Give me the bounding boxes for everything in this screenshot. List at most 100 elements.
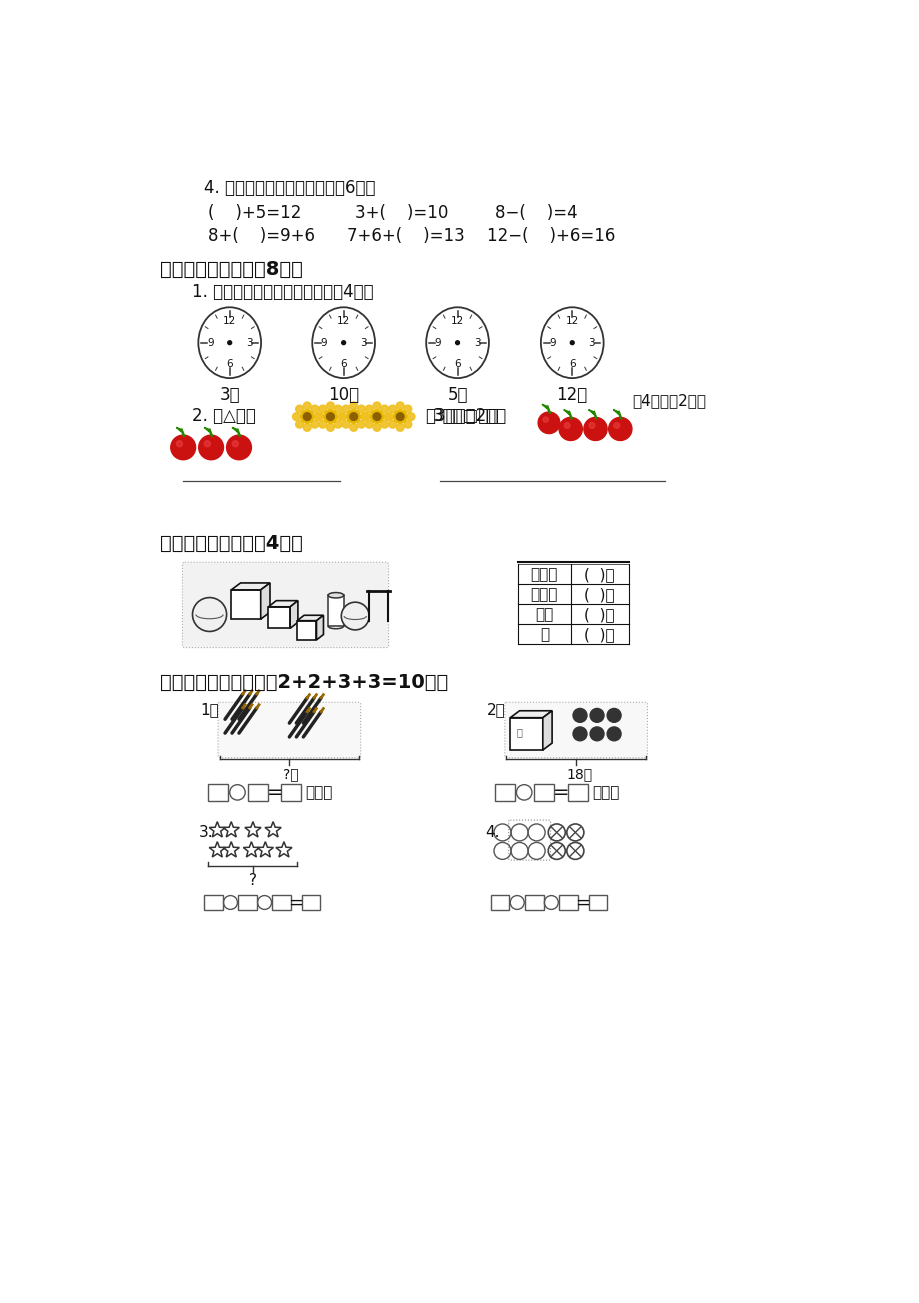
- Text: 3时: 3时: [219, 386, 240, 404]
- Circle shape: [542, 417, 548, 422]
- Circle shape: [199, 435, 223, 460]
- Bar: [491, 895, 509, 911]
- Circle shape: [613, 422, 619, 429]
- Polygon shape: [268, 607, 289, 628]
- Text: 4.: 4.: [485, 825, 499, 839]
- Circle shape: [403, 405, 412, 413]
- Text: 9: 9: [207, 337, 213, 348]
- Polygon shape: [541, 404, 547, 409]
- Circle shape: [311, 421, 318, 429]
- Bar: [559, 895, 577, 911]
- Text: =: =: [552, 783, 569, 801]
- Text: 6: 6: [454, 358, 460, 369]
- Circle shape: [301, 410, 313, 423]
- Circle shape: [357, 405, 365, 413]
- Circle shape: [319, 421, 326, 429]
- Circle shape: [303, 423, 311, 431]
- FancyBboxPatch shape: [218, 702, 360, 758]
- Text: 2、: 2、: [486, 702, 505, 717]
- Circle shape: [171, 435, 196, 460]
- Circle shape: [407, 413, 414, 421]
- Circle shape: [303, 413, 311, 421]
- Circle shape: [365, 405, 373, 413]
- Bar: [494, 784, 515, 801]
- Circle shape: [559, 417, 582, 440]
- Circle shape: [334, 405, 342, 413]
- Circle shape: [563, 422, 570, 429]
- Circle shape: [226, 435, 251, 460]
- Bar: [567, 784, 587, 801]
- Circle shape: [373, 423, 380, 431]
- Circle shape: [326, 413, 334, 421]
- Polygon shape: [297, 615, 323, 620]
- Text: 6: 6: [568, 358, 575, 369]
- Text: 6: 6: [340, 358, 346, 369]
- Circle shape: [403, 421, 412, 429]
- Text: =: =: [288, 894, 302, 912]
- Circle shape: [315, 413, 323, 421]
- Text: 3: 3: [359, 337, 366, 348]
- Circle shape: [192, 598, 226, 632]
- Text: 8−(    )=4: 8−( )=4: [494, 205, 577, 222]
- Circle shape: [357, 421, 365, 429]
- Text: (  )个: ( )个: [584, 627, 614, 642]
- Circle shape: [365, 421, 373, 429]
- Circle shape: [319, 405, 326, 413]
- Text: 5时: 5时: [447, 386, 467, 404]
- Text: (  )个: ( )个: [584, 586, 614, 602]
- Circle shape: [608, 417, 631, 440]
- Circle shape: [373, 403, 380, 409]
- Circle shape: [349, 403, 357, 409]
- Circle shape: [323, 410, 336, 423]
- Text: 3: 3: [245, 337, 252, 348]
- Circle shape: [326, 403, 334, 409]
- Circle shape: [204, 440, 210, 447]
- Text: 多3个。（2分）: 多3个。（2分）: [425, 408, 505, 425]
- Text: 12−(    )+6=16: 12−( )+6=16: [486, 227, 615, 245]
- Text: 正方体: 正方体: [530, 586, 558, 602]
- Circle shape: [385, 413, 392, 421]
- Text: 12: 12: [565, 317, 578, 327]
- Text: 个: 个: [516, 727, 522, 737]
- Circle shape: [326, 423, 334, 431]
- Polygon shape: [297, 620, 316, 640]
- Circle shape: [588, 422, 595, 429]
- Polygon shape: [588, 409, 594, 414]
- Circle shape: [349, 413, 357, 421]
- Circle shape: [303, 403, 311, 409]
- Text: 12时: 12时: [556, 386, 587, 404]
- Circle shape: [341, 602, 369, 629]
- Text: 长方体: 长方体: [530, 567, 558, 581]
- FancyBboxPatch shape: [505, 702, 647, 758]
- Circle shape: [380, 405, 388, 413]
- Circle shape: [349, 423, 357, 431]
- Polygon shape: [316, 615, 323, 640]
- Text: 1、: 1、: [200, 702, 219, 717]
- Circle shape: [370, 410, 383, 423]
- Circle shape: [346, 410, 360, 423]
- Bar: [204, 895, 222, 911]
- Polygon shape: [542, 710, 551, 751]
- Circle shape: [176, 440, 182, 447]
- FancyBboxPatch shape: [182, 562, 388, 648]
- Polygon shape: [176, 427, 181, 433]
- Circle shape: [538, 412, 560, 434]
- Text: 9: 9: [549, 337, 555, 348]
- Circle shape: [232, 440, 238, 447]
- Circle shape: [337, 413, 345, 421]
- Polygon shape: [613, 409, 618, 414]
- Circle shape: [573, 709, 586, 722]
- Polygon shape: [268, 601, 298, 607]
- Circle shape: [396, 403, 403, 409]
- Polygon shape: [510, 710, 551, 718]
- Text: 12: 12: [222, 317, 236, 327]
- Circle shape: [373, 413, 380, 421]
- Text: （个）: （个）: [305, 784, 333, 800]
- Text: ?: ?: [249, 873, 256, 889]
- Text: 2. 画△，比: 2. 画△，比: [192, 408, 256, 425]
- Ellipse shape: [328, 593, 344, 598]
- Text: 6: 6: [226, 358, 233, 369]
- Bar: [328, 595, 344, 625]
- Bar: [238, 895, 256, 911]
- Circle shape: [295, 405, 303, 413]
